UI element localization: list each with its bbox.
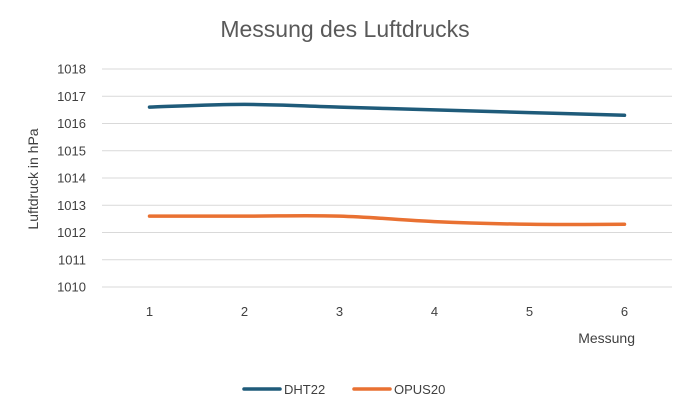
gridlines <box>102 68 672 288</box>
y-tick-label: 1017 <box>57 89 86 104</box>
y-axis-title: Luftdruck in hPa <box>25 128 41 229</box>
y-tick-label: 1012 <box>57 225 86 240</box>
y-tick-label: 1014 <box>57 171 86 186</box>
legend-item-dht22: DHT22 <box>242 382 325 397</box>
y-tick-label: 1016 <box>57 116 86 131</box>
legend-item-opus20: OPUS20 <box>352 382 445 397</box>
y-tick-label: 1010 <box>57 280 86 295</box>
y-tick-label: 1013 <box>57 198 86 213</box>
series-lines <box>147 102 627 227</box>
x-axis-title: Messung <box>578 330 635 346</box>
x-tick-label: 3 <box>336 304 343 319</box>
y-axis-ticks: 1010 1011 1012 1013 1014 1015 1016 1017 1018 <box>57 62 86 295</box>
y-tick-label: 1018 <box>57 62 86 77</box>
legend-label: DHT22 <box>284 382 325 397</box>
x-tick-label: 4 <box>431 304 438 319</box>
legend: DHT22 OPUS20 <box>242 382 445 397</box>
y-tick-label: 1015 <box>57 143 86 158</box>
chart-title: Messung des Luftdrucks <box>220 16 469 42</box>
x-tick-label: 2 <box>241 304 248 319</box>
series-line-opus20 <box>147 213 627 227</box>
legend-label: OPUS20 <box>394 382 445 397</box>
x-tick-label: 6 <box>621 304 628 319</box>
x-tick-label: 5 <box>526 304 533 319</box>
series-line-dht22 <box>147 102 627 118</box>
y-tick-label: 1011 <box>58 252 86 267</box>
x-tick-label: 1 <box>146 304 153 319</box>
x-axis-ticks: 1 2 3 4 5 6 <box>146 304 628 319</box>
